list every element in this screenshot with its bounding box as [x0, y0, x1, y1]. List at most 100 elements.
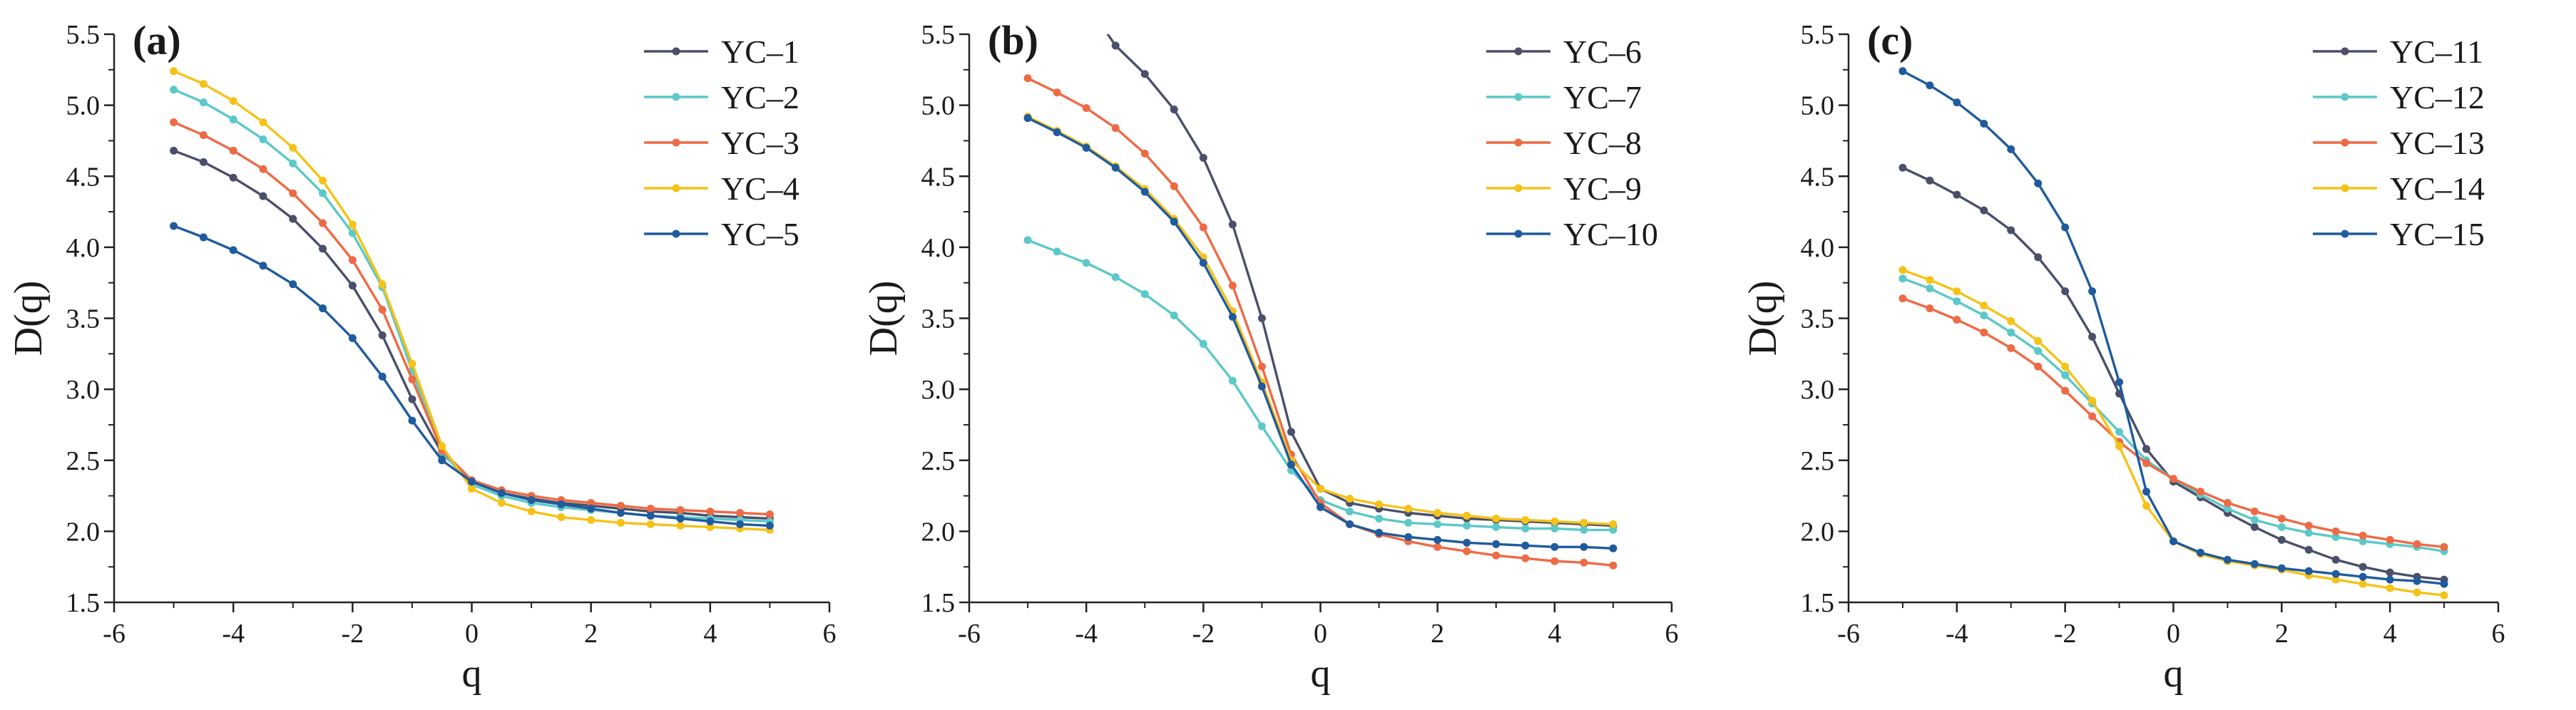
legend-swatch-marker — [672, 47, 680, 56]
data-point — [1492, 523, 1501, 531]
data-point — [1980, 120, 1988, 128]
legend-swatch-marker — [672, 93, 680, 101]
data-point — [2277, 523, 2286, 531]
data-point — [1082, 259, 1090, 267]
legend-label: YC–8 — [1563, 125, 1642, 161]
y-tick-label: 3.5 — [921, 304, 956, 334]
legend: YC–11 YC–12 YC–13 YC–14 YC–15 — [2313, 34, 2485, 252]
legend-label: YC–6 — [1563, 34, 1642, 70]
data-point — [1228, 313, 1237, 321]
data-point — [199, 80, 208, 88]
legend-swatch-marker — [672, 184, 680, 192]
data-point — [1898, 163, 1907, 172]
data-point — [736, 508, 745, 517]
data-point — [1375, 528, 1384, 537]
data-point — [1257, 422, 1266, 431]
data-point — [2358, 537, 2367, 545]
data-point — [1082, 104, 1090, 113]
data-point — [2034, 179, 2043, 187]
plot-area — [1023, 34, 1617, 570]
data-point — [2034, 336, 2043, 345]
y-tick-label: 4.0 — [66, 233, 101, 263]
data-point — [289, 215, 297, 223]
series-line-5 — [1027, 117, 1613, 550]
series-line-3 — [173, 120, 770, 516]
data-point — [229, 115, 237, 124]
data-point — [2358, 562, 2367, 571]
y-tick-label: 3.5 — [66, 304, 101, 334]
data-point — [706, 523, 715, 531]
series-line-2 — [173, 88, 770, 523]
data-point — [1433, 508, 1442, 517]
series-line-1 — [1902, 166, 2445, 581]
legend-swatch-marker — [2341, 138, 2349, 147]
data-point — [1111, 273, 1120, 282]
data-point — [646, 520, 655, 528]
data-point — [1953, 98, 1961, 107]
data-point — [2115, 442, 2124, 451]
y-tick-label: 5.5 — [1801, 20, 1835, 50]
y-tick-label: 4.0 — [921, 233, 956, 263]
y-tick-label: 5.0 — [1801, 91, 1835, 121]
data-point — [289, 143, 297, 152]
data-point — [1492, 514, 1501, 523]
data-point — [1492, 540, 1501, 548]
x-axis-label: q — [1311, 652, 1331, 696]
data-point — [2007, 226, 2015, 235]
data-point — [2223, 555, 2232, 564]
y-tick-label: 2.0 — [1801, 517, 1835, 547]
data-point — [1953, 297, 1961, 306]
data-point — [1111, 124, 1120, 133]
data-point — [2115, 378, 2124, 386]
data-point — [1609, 520, 1617, 528]
data-point — [1953, 315, 1961, 324]
data-point — [1228, 220, 1237, 229]
data-point — [1521, 554, 1530, 562]
data-point — [199, 98, 208, 107]
data-point — [2304, 521, 2313, 530]
legend-label: YC–9 — [1563, 170, 1642, 207]
series-line-1 — [173, 149, 770, 520]
y-tick-label: 3.0 — [921, 375, 956, 405]
data-point — [2331, 575, 2340, 584]
data-point — [1980, 328, 1988, 336]
data-point — [2061, 371, 2070, 379]
data-point — [1228, 282, 1237, 290]
y-tick-label: 1.5 — [1801, 588, 1835, 618]
legend-label: YC–2 — [721, 79, 799, 115]
data-point — [557, 500, 566, 509]
data-point — [676, 521, 685, 530]
data-point — [229, 97, 237, 106]
data-point — [2088, 396, 2097, 405]
data-point — [2088, 332, 2097, 341]
y-axis-label: D(q) — [6, 281, 51, 356]
data-point — [319, 189, 327, 197]
data-point — [1023, 236, 1032, 245]
data-point — [1346, 495, 1354, 503]
data-point — [1433, 535, 1442, 544]
data-point — [1170, 106, 1178, 114]
data-point — [1609, 525, 1617, 534]
legend-label: YC–7 — [1563, 79, 1642, 115]
data-point — [1492, 551, 1501, 560]
data-point — [646, 511, 655, 520]
y-tick-label: 3.0 — [1801, 375, 1835, 405]
data-point — [1926, 276, 1934, 284]
data-point — [1550, 542, 1559, 551]
data-point — [1053, 128, 1061, 136]
data-point — [1199, 339, 1207, 348]
data-point — [1898, 274, 1907, 283]
data-point — [1170, 312, 1178, 320]
panel-label: (a) — [133, 17, 181, 63]
data-point — [1257, 314, 1266, 322]
data-point — [170, 86, 178, 94]
data-point — [1926, 304, 1934, 313]
data-point — [1521, 541, 1530, 550]
data-point — [1433, 542, 1442, 551]
data-point — [1140, 70, 1149, 78]
x-tick-label: -6 — [958, 619, 981, 649]
data-point — [616, 502, 625, 510]
data-point — [2331, 532, 2340, 541]
data-point — [468, 485, 476, 493]
data-point — [587, 499, 596, 508]
